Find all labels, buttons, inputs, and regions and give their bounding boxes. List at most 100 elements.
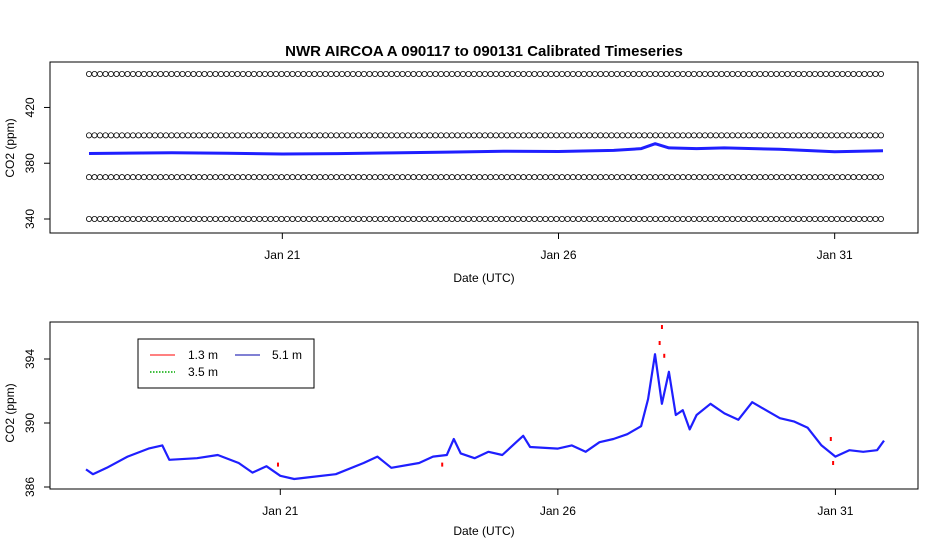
reference-circle	[311, 174, 318, 181]
reference-circle	[674, 71, 681, 78]
bottom-x-axis: Jan 21 Jan 26 Jan 31	[262, 489, 854, 518]
legend-label-5-1m: 5.1 m	[272, 348, 302, 362]
reference-circle	[520, 174, 527, 181]
reference-circle	[850, 215, 857, 222]
reference-circle	[272, 174, 279, 181]
reference-circle	[421, 71, 428, 78]
reference-circle	[619, 132, 626, 139]
reference-circle	[509, 132, 516, 139]
reference-circle	[795, 174, 802, 181]
reference-circle	[333, 215, 340, 222]
x-tick-label: Jan 31	[817, 248, 853, 262]
reference-circle	[652, 71, 659, 78]
reference-circle	[757, 132, 764, 139]
reference-circle	[768, 132, 775, 139]
reference-circle	[151, 215, 158, 222]
reference-circle	[245, 215, 252, 222]
reference-circle	[399, 215, 406, 222]
reference-circle	[86, 215, 93, 222]
reference-circle	[294, 132, 301, 139]
reference-circle	[696, 215, 703, 222]
reference-circle	[135, 174, 142, 181]
reference-circle	[355, 132, 362, 139]
reference-circle	[404, 215, 411, 222]
reference-circle	[669, 71, 676, 78]
reference-circle	[223, 71, 230, 78]
reference-circle	[680, 174, 687, 181]
reference-circle	[322, 71, 329, 78]
reference-circle	[322, 215, 329, 222]
reference-circle	[520, 215, 527, 222]
reference-circle	[355, 174, 362, 181]
reference-circle	[515, 215, 522, 222]
reference-circle	[603, 174, 610, 181]
reference-circle	[140, 174, 147, 181]
reference-circle	[470, 71, 477, 78]
reference-circle	[597, 215, 604, 222]
reference-circle	[195, 132, 202, 139]
reference-circle	[652, 132, 659, 139]
x-tick-label: Jan 21	[262, 504, 298, 518]
reference-circle	[872, 215, 879, 222]
bottom-series	[85, 325, 885, 481]
reference-circle	[828, 215, 835, 222]
reference-circle	[267, 174, 274, 181]
reference-circle	[146, 132, 153, 139]
reference-circle	[108, 215, 115, 222]
reference-circle	[162, 71, 169, 78]
reference-circle	[157, 174, 164, 181]
reference-circle	[234, 71, 241, 78]
reference-circle	[729, 132, 736, 139]
reference-circle	[779, 71, 786, 78]
reference-circle	[316, 132, 323, 139]
reference-circle	[250, 71, 257, 78]
reference-circle	[878, 174, 885, 181]
reference-circle	[223, 132, 230, 139]
reference-circle	[360, 71, 367, 78]
y-tick-label: 386	[23, 477, 37, 497]
reference-circle	[316, 71, 323, 78]
data-point-1-3m	[832, 461, 835, 465]
reference-circle	[674, 174, 681, 181]
reference-circle	[768, 71, 775, 78]
reference-circle	[773, 71, 780, 78]
reference-circle	[377, 71, 384, 78]
reference-circle	[448, 132, 455, 139]
reference-circle	[823, 132, 830, 139]
reference-circle	[146, 71, 153, 78]
reference-circle	[465, 215, 472, 222]
reference-circle	[459, 215, 466, 222]
reference-circle	[129, 174, 136, 181]
reference-circle	[245, 132, 252, 139]
reference-circle	[86, 174, 93, 181]
reference-circle	[201, 215, 208, 222]
reference-circle	[537, 71, 544, 78]
reference-circle	[327, 215, 334, 222]
reference-circle	[581, 132, 588, 139]
reference-circle	[559, 174, 566, 181]
reference-circle	[168, 71, 175, 78]
reference-circle	[382, 174, 389, 181]
reference-circle	[492, 174, 499, 181]
reference-circle	[636, 132, 643, 139]
reference-circle	[135, 71, 142, 78]
reference-circle	[448, 215, 455, 222]
reference-circle	[757, 215, 764, 222]
reference-circle	[470, 215, 477, 222]
reference-circle	[415, 71, 422, 78]
reference-circle	[773, 174, 780, 181]
reference-circle	[179, 215, 186, 222]
reference-circle	[305, 174, 312, 181]
reference-circle	[91, 71, 98, 78]
reference-circle	[124, 215, 131, 222]
reference-circle	[762, 215, 769, 222]
reference-circle	[691, 132, 698, 139]
reference-circle	[261, 71, 268, 78]
reference-circle	[790, 174, 797, 181]
reference-circle	[338, 215, 345, 222]
reference-circle	[250, 174, 257, 181]
reference-circle	[740, 174, 747, 181]
reference-circle	[570, 71, 577, 78]
reference-circle	[465, 132, 472, 139]
